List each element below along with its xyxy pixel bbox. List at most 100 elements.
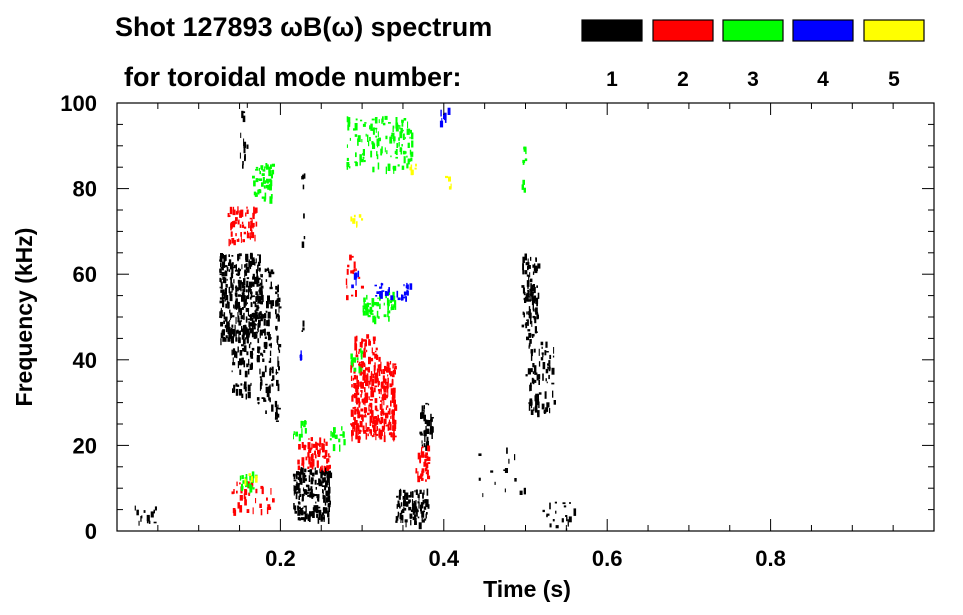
spectral-mark-mode-3 [264,180,267,184]
spectral-mark-mode-3 [393,165,397,171]
spectral-mark-mode-1 [231,370,233,373]
spectral-mark-mode-3 [390,135,394,137]
spectral-mark-mode-2 [392,363,394,369]
spectral-mark-mode-2 [260,509,263,516]
spectral-mark-mode-2 [232,508,236,514]
spectral-mark-mode-1 [275,420,279,422]
spectral-mark-mode-1 [399,505,401,509]
spectral-mark-mode-2 [354,336,357,344]
spectral-mark-mode-2 [379,403,382,410]
spectral-mark-mode-2 [307,442,311,450]
spectral-mark-mode-5 [410,169,414,176]
spectral-mark-mode-2 [229,206,233,215]
spectral-mark-mode-1 [244,271,246,278]
spectral-mark-mode-1 [249,322,253,327]
spectral-mark-mode-3 [348,122,351,127]
spectral-mark-mode-1 [533,296,536,304]
spectral-mark-mode-3 [355,162,358,167]
spectral-mark-mode-2 [328,455,331,458]
spectral-mark-mode-1 [416,513,418,517]
spectral-mark-mode-1 [260,352,263,356]
spectral-mark-mode-2 [394,366,397,370]
spectral-mark-mode-2 [297,459,300,465]
spectral-mark-mode-1 [229,312,233,315]
spectral-mark-mode-1 [533,365,537,373]
spectral-mark-mode-1 [228,286,231,294]
spectral-mark-mode-1 [302,474,305,480]
spectral-mark-mode-2 [375,354,379,360]
spectral-mark-mode-1 [232,348,236,355]
spectral-mark-mode-3 [298,433,301,442]
spectral-mark-mode-2 [308,438,310,440]
spectral-mark-mode-1 [256,355,260,363]
spectral-mark-mode-3 [377,297,379,300]
spectral-mark-mode-5 [244,478,247,486]
spectral-mark-mode-1 [271,366,274,374]
spectral-mark-mode-2 [368,366,370,373]
spectral-mark-mode-2 [364,413,366,416]
spectral-mark-mode-1 [238,282,242,291]
spectral-mark-mode-2 [354,419,356,423]
spectral-mark-mode-2 [310,437,313,442]
spectral-mark-mode-1 [248,343,251,349]
spectral-mark-mode-1 [239,350,243,356]
spectral-mark-mode-1 [275,407,278,414]
spectral-mark-mode-1 [421,511,425,518]
spectral-mark-mode-1 [240,383,243,386]
spectral-mark-mode-2 [415,468,418,474]
spectral-mark-mode-1 [531,293,534,301]
spectral-mark-mode-2 [352,407,355,409]
spectral-mark-mode-1 [423,414,426,422]
spectral-mark-mode-1 [266,331,270,336]
spectral-mark-mode-2 [351,294,354,297]
spectral-mark-mode-1 [307,494,311,497]
spectral-mark-mode-2 [303,444,306,451]
spectral-mark-mode-3 [385,135,388,140]
spectral-mark-mode-2 [362,351,366,358]
spectral-mark-mode-1 [245,299,247,306]
spectral-mark-mode-1 [296,481,298,485]
spectral-mark-mode-1 [241,307,244,310]
spectral-mark-mode-2 [384,385,386,387]
spectral-mark-mode-2 [327,458,330,463]
spectral-mark-mode-1 [224,270,228,277]
spectral-mark-mode-3 [372,142,375,146]
spectral-mark-mode-1 [322,516,325,520]
spectral-mark-mode-2 [386,405,389,408]
spectral-mark-mode-3 [410,151,414,157]
spectral-mark-mode-3 [364,122,367,124]
spectral-mark-mode-2 [322,448,325,453]
spectral-mark-mode-2 [425,479,427,482]
spectral-mark-mode-3 [268,166,271,173]
spectral-mark-mode-1 [494,481,496,485]
spectral-mark-mode-3 [379,295,381,301]
spectral-mark-mode-2 [366,396,368,403]
spectral-mark-mode-2 [355,290,357,297]
spectral-mark-mode-3 [395,117,398,124]
spectral-mark-mode-1 [411,491,414,498]
spectral-mark-mode-1 [219,268,222,273]
spectral-mark-mode-5 [445,175,448,179]
spectral-mark-mode-3 [260,165,264,169]
spectral-mark-mode-2 [355,268,357,272]
series-mode-3 [239,115,528,494]
spectral-mark-mode-1 [531,320,533,327]
spectral-mark-mode-3 [339,444,341,452]
spectral-mark-mode-2 [248,221,250,229]
spectral-mark-mode-2 [366,334,370,339]
spectral-mark-mode-1 [416,509,419,513]
spectral-mark-mode-1 [503,469,507,471]
spectral-mark-mode-1 [245,289,248,293]
spectral-mark-mode-1 [426,428,430,434]
spectral-mark-mode-1 [272,300,275,307]
spectral-mark-mode-1 [242,293,245,298]
spectral-mark-mode-1 [261,379,263,386]
spectral-mark-mode-1 [525,294,529,302]
spectral-mark-mode-2 [388,432,391,436]
spectral-mark-mode-3 [372,166,375,173]
spectral-mark-mode-1 [248,259,250,266]
spectral-mark-mode-3 [370,313,374,315]
spectral-mark-mode-1 [530,368,533,373]
spectral-mark-mode-1 [530,283,532,290]
spectral-mark-mode-1 [533,407,535,411]
